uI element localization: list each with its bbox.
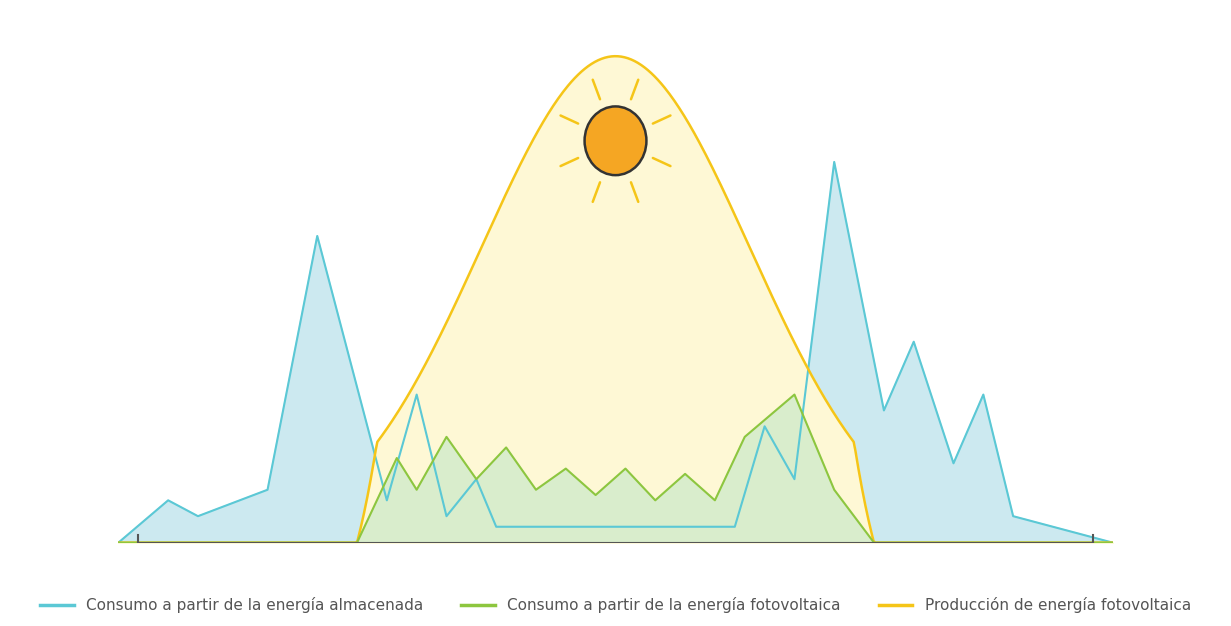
Legend: Consumo a partir de la energía almacenada, Consumo a partir de la energía fotovo: Consumo a partir de la energía almacenad… [34, 592, 1197, 620]
Polygon shape [118, 394, 1113, 543]
Ellipse shape [585, 106, 646, 175]
Polygon shape [118, 162, 1113, 543]
